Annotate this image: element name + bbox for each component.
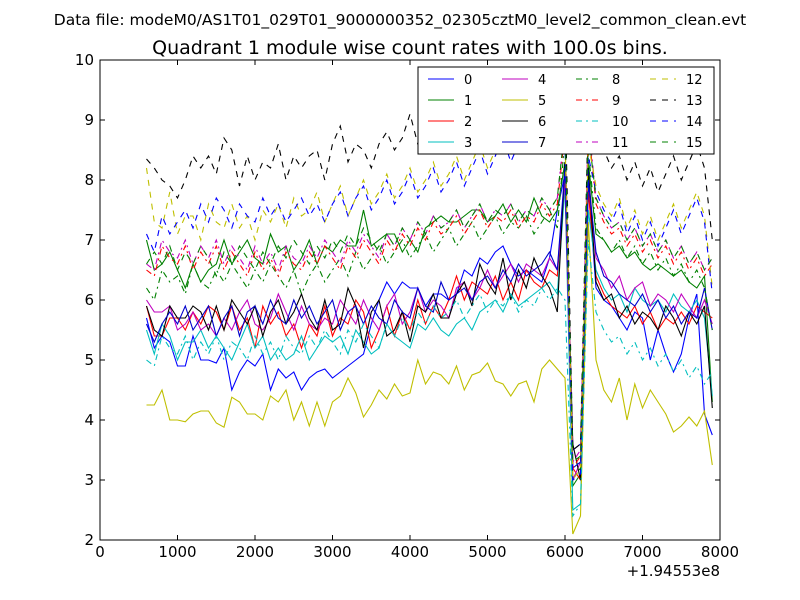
legend-entry-4: 4	[502, 73, 546, 88]
series-line-0	[145, 173, 713, 452]
legend-label: 14	[686, 115, 703, 130]
legend-label: 5	[538, 94, 546, 109]
series-line-7	[145, 167, 713, 470]
legend-entry-6: 6	[502, 115, 546, 130]
x-tick-label: 3000	[313, 543, 351, 561]
y-tick-label: 3	[84, 471, 94, 489]
legend-entry-3: 3	[428, 136, 472, 151]
y-tick-label: 7	[84, 231, 94, 249]
legend-label: 15	[686, 136, 703, 151]
x-tick-label: 5000	[468, 543, 506, 561]
legend-entry-11: 11	[576, 136, 629, 151]
chart-title: Quadrant 1 module wise count rates with …	[152, 37, 668, 59]
series-line-2	[145, 179, 713, 482]
legend-label: 8	[612, 73, 620, 88]
legend-entry-9: 9	[576, 94, 620, 109]
y-tick-label: 8	[84, 171, 94, 189]
x-tick-label: 1000	[158, 543, 196, 561]
legend-label: 4	[538, 73, 546, 88]
legend-label: 3	[464, 136, 472, 151]
x-axis: 0 1000 2000 3000 4000 5000 6000 7000 8000	[95, 60, 739, 561]
y-tick-label: 6	[84, 291, 94, 309]
series-line-9	[146, 125, 713, 470]
legend-entry-8: 8	[576, 73, 620, 88]
legend-entry-14: 14	[650, 115, 703, 130]
legend-entry-12: 12	[650, 73, 703, 88]
legend-entry-5: 5	[502, 94, 546, 109]
legend-entry-1: 1	[428, 94, 472, 109]
series-layer	[145, 70, 713, 535]
series-line-3	[145, 185, 713, 512]
x-tick-label: 4000	[391, 543, 429, 561]
series-line-8	[146, 137, 713, 482]
legend-label: 12	[686, 73, 703, 88]
x-tick-label: 8000	[701, 543, 739, 561]
series-line-4	[146, 173, 713, 481]
y-tick-label: 10	[75, 51, 94, 69]
legend-label: 9	[612, 94, 620, 109]
x-tick-label: 2000	[236, 543, 274, 561]
legend-entry-13: 13	[650, 94, 703, 109]
legend-label: 7	[538, 136, 546, 151]
legend-label: 11	[612, 136, 629, 151]
y-tick-label: 4	[84, 411, 94, 429]
legend-entry-7: 7	[502, 136, 546, 151]
series-line-15	[146, 125, 713, 464]
series-line-6	[145, 161, 713, 481]
x-tick-label: 7000	[623, 543, 661, 561]
series-line-14	[145, 118, 713, 482]
y-tick-label: 5	[84, 351, 94, 369]
legend-entry-2: 2	[428, 115, 472, 130]
legend-box	[417, 66, 715, 155]
y-tick-label: 9	[84, 111, 94, 129]
chart-supertitle: Data file: modeM0/AS1T01_029T01_90000003…	[54, 11, 746, 30]
legend-label: 0	[464, 73, 472, 88]
legend-entry-10: 10	[576, 115, 629, 130]
x-tick-label: 6000	[546, 543, 584, 561]
legend-entry-0: 0	[428, 73, 472, 88]
series-line-13	[146, 70, 713, 452]
legend-label: 2	[464, 115, 472, 130]
legend-label: 10	[612, 115, 629, 130]
series-line-12	[145, 105, 713, 482]
legend-label: 1	[464, 94, 472, 109]
legend-entry-15: 15	[650, 136, 703, 151]
y-tick-label: 2	[84, 531, 94, 549]
x-tick-label: 0	[95, 543, 105, 561]
x-offset-label: +1.94553e8	[627, 562, 720, 580]
legend-label: 6	[538, 115, 546, 130]
series-line-5	[146, 221, 713, 535]
legend-label: 13	[686, 94, 703, 109]
